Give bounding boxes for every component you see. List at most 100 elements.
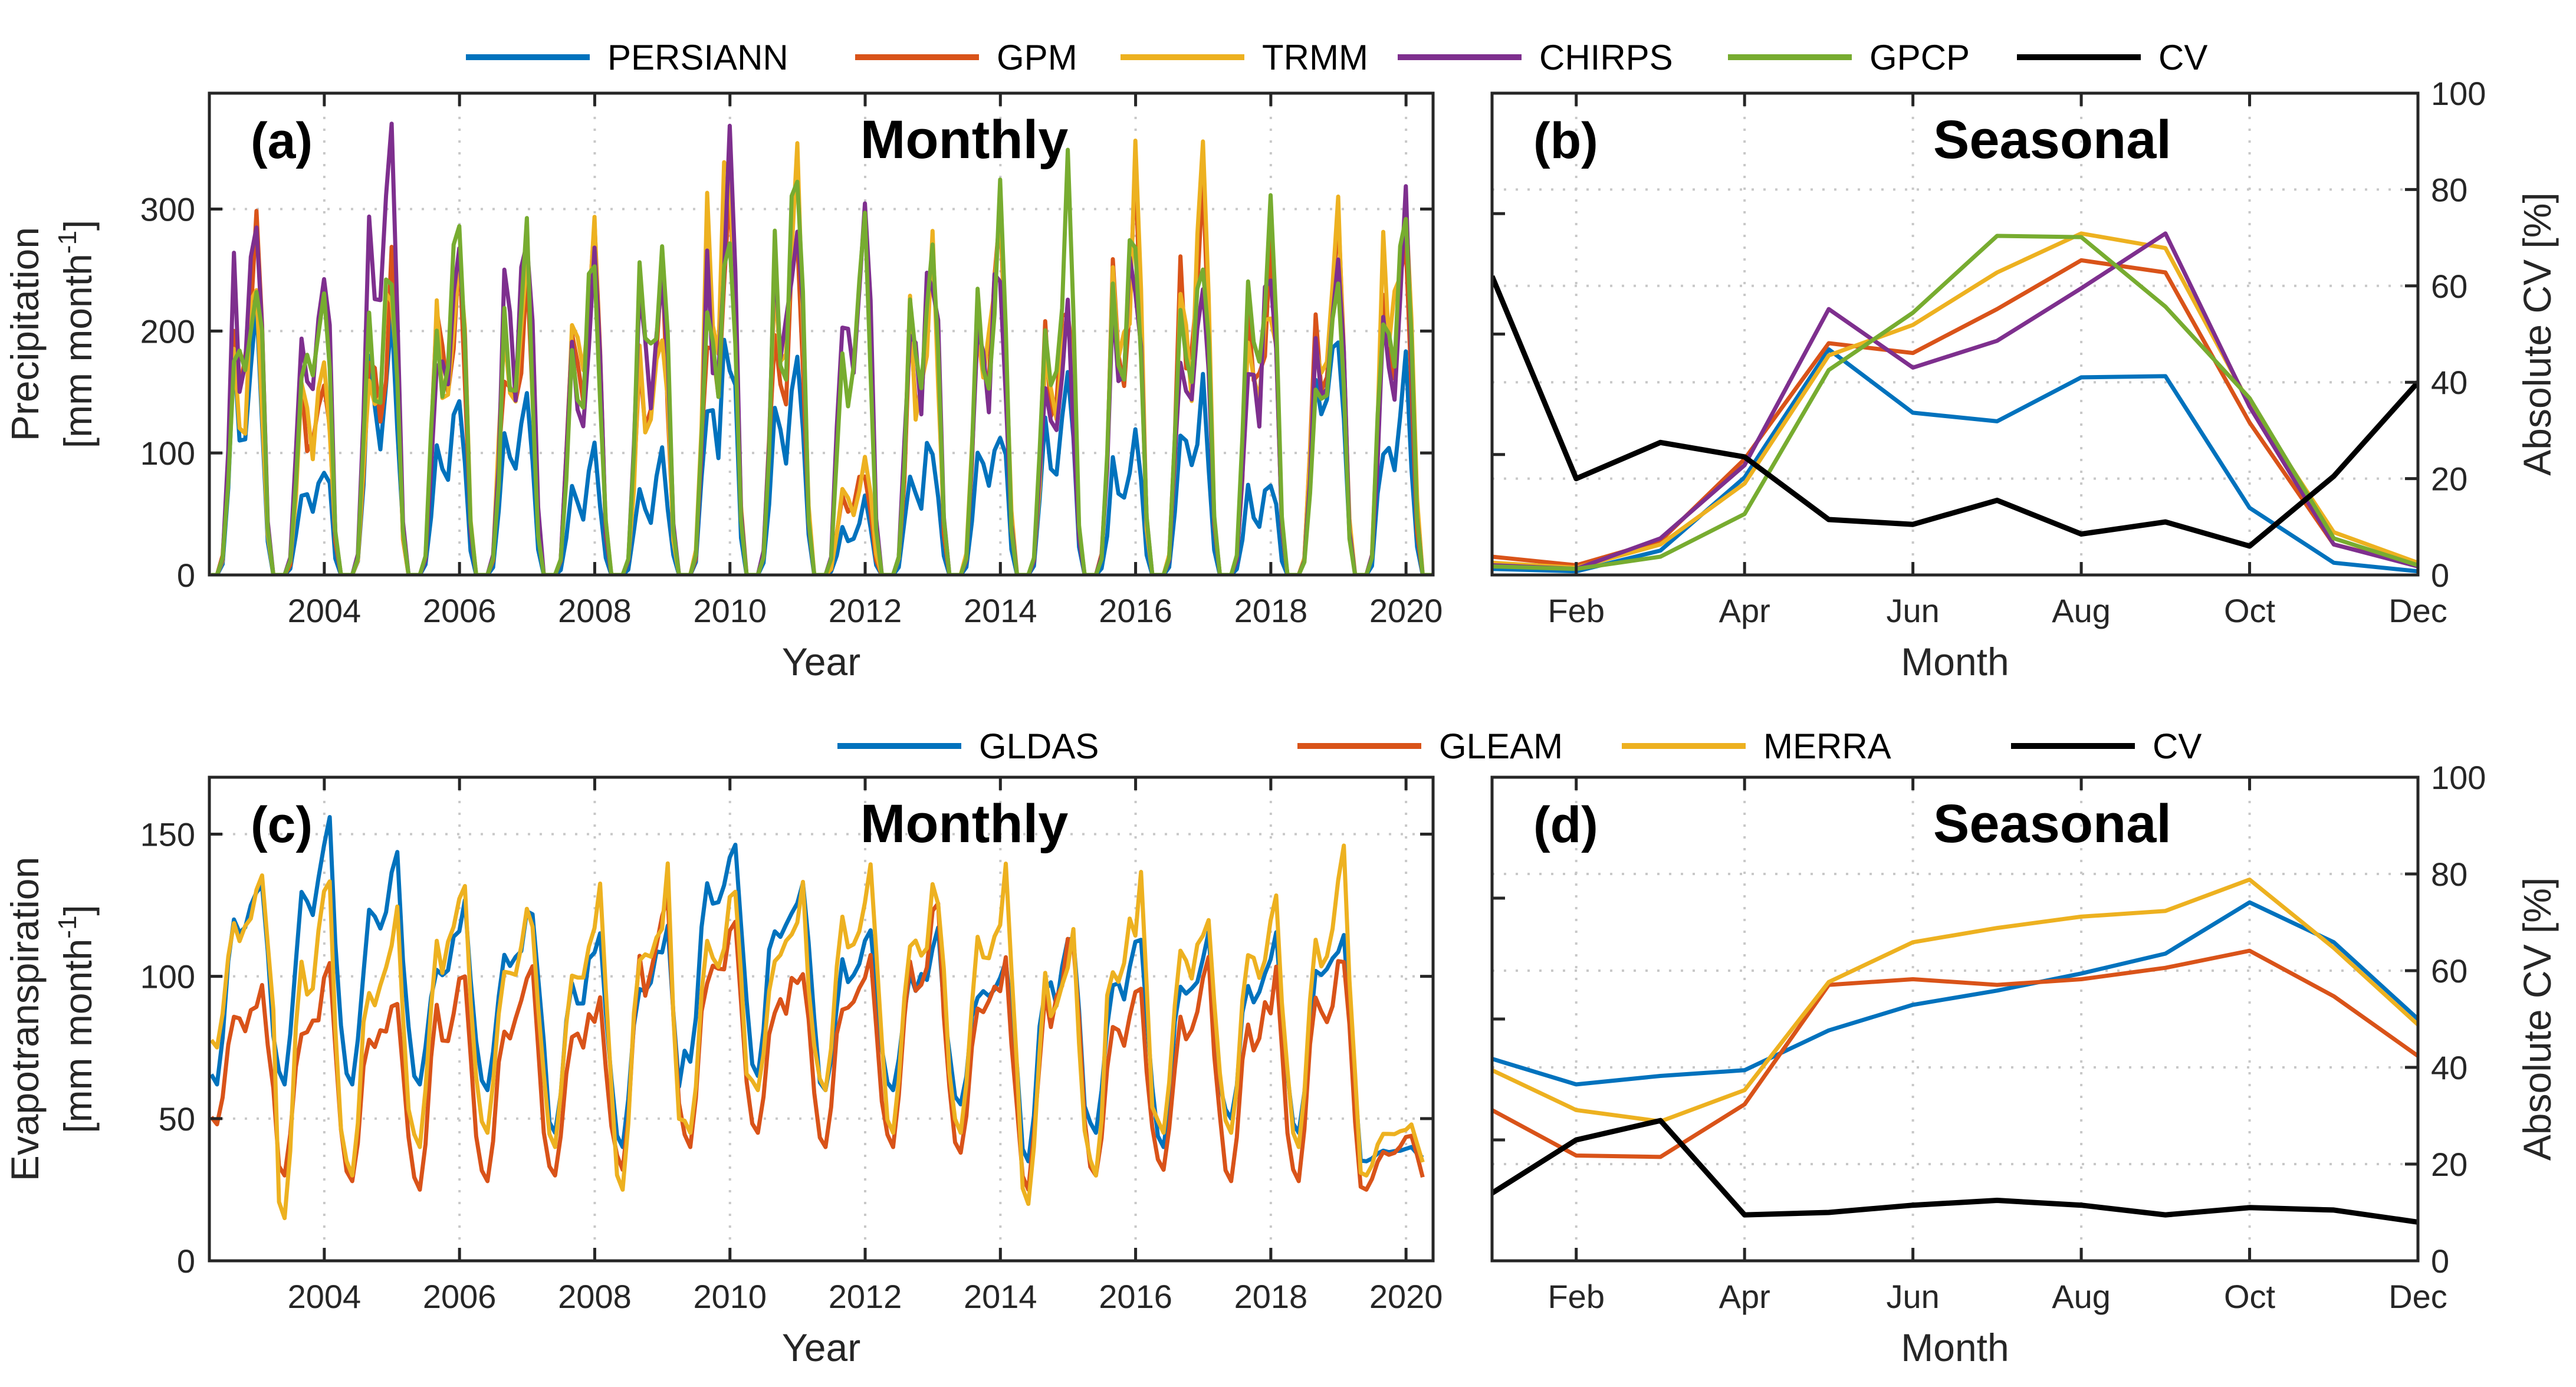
ytick-right-label-20: 20 <box>2431 1146 2467 1183</box>
legend-top: PERSIANN GPM TRMM CHIRPS GPCP CV <box>466 38 2207 77</box>
xtick-label-2006: 2006 <box>423 592 497 629</box>
panel-label: (a) <box>251 113 313 169</box>
series-line-chirps <box>1492 231 2418 571</box>
series-group <box>1492 877 2418 1225</box>
ytick-right-label-80: 80 <box>2431 856 2467 893</box>
panel-a-monthly-precipitation: 2004 2006 2008 2010 2012 2014 2016 2018 2020 Year… <box>3 91 1443 683</box>
xtick-label-2020: 2020 <box>1369 1278 1443 1315</box>
legend-label-merra: MERRA <box>1763 727 1891 766</box>
xtick-label-Jun: Jun <box>1886 1278 1939 1315</box>
legend-label-gpcp: GPCP <box>1869 38 1970 77</box>
series-line-gpcp <box>1492 234 2418 571</box>
xtick-label-Dec: Dec <box>2388 1278 2447 1315</box>
xtick-label-2018: 2018 <box>1234 1278 1308 1315</box>
panel-title: Monthly <box>860 794 1069 854</box>
legend-label-gldas: GLDAS <box>979 727 1099 766</box>
legend-label-gpm: GPM <box>997 38 1077 77</box>
xtick-label-2010: 2010 <box>693 592 767 629</box>
panel-c-monthly-evapotranspiration: 2004 2006 2008 2010 2012 2014 2016 2018 2020 Year… <box>3 775 1443 1369</box>
xtick-label-2004: 2004 <box>288 592 362 629</box>
ytick-right-label-80: 80 <box>2431 171 2467 208</box>
panel-title: Seasonal <box>1933 110 2171 170</box>
panel-title: Seasonal <box>1933 794 2171 854</box>
legend-label-chirps: CHIRPS <box>1539 38 1673 77</box>
xtick-label-2012: 2012 <box>829 592 902 629</box>
series-line-merra <box>209 843 1425 1221</box>
ytick-right-label-100: 100 <box>2431 759 2486 796</box>
panel-d-seasonal-evapotranspiration: Feb Apr Jun Aug Oct Dec Month 0 20 40 60 80 100 Absol… <box>1490 759 2559 1369</box>
panel-label: (c) <box>251 797 313 853</box>
xtick-label-Oct: Oct <box>2224 1278 2276 1315</box>
x-axis-label: Year <box>782 640 860 683</box>
series-line-gleam <box>1492 948 2418 1159</box>
ytick-right-label-0: 0 <box>2431 1243 2449 1280</box>
ytick-label-300: 300 <box>140 190 195 228</box>
xtick-label-2008: 2008 <box>558 1278 632 1315</box>
legend-label-gleam: GLEAM <box>1439 727 1563 766</box>
xtick-label-2008: 2008 <box>558 592 632 629</box>
legend-label-cv: CV <box>2153 727 2202 766</box>
y-axis-right-label: Absolute CV [%] <box>2515 192 2559 476</box>
xtick-label-2012: 2012 <box>829 1278 902 1315</box>
xtick-label-Feb: Feb <box>1547 1278 1605 1315</box>
ytick-right-label-60: 60 <box>2431 952 2467 990</box>
axes-frame <box>208 91 1435 577</box>
x-axis-label: Year <box>782 1326 860 1369</box>
y-axis-label-line2: [mm month-1] <box>53 220 100 449</box>
xtick-label-2006: 2006 <box>423 1278 497 1315</box>
series-line-gldas <box>1492 900 2418 1087</box>
series-line-gleam <box>209 895 1425 1192</box>
xtick-label-2014: 2014 <box>964 1278 1037 1315</box>
xtick-label-2010: 2010 <box>693 1278 767 1315</box>
legend-label-cv: CV <box>2158 38 2207 77</box>
y-axis-label: Precipitation [mm month-1] <box>3 220 100 449</box>
xtick-label-Aug: Aug <box>2052 1278 2111 1315</box>
y-axis-right-label: Absolute CV [%] <box>2515 877 2559 1161</box>
x-axis-label: Month <box>1901 1326 2009 1369</box>
xtick-label-Aug: Aug <box>2052 592 2111 629</box>
ytick-right-label-40: 40 <box>2431 364 2467 401</box>
ytick-label-0: 0 <box>177 557 195 594</box>
series-group <box>211 121 1433 575</box>
xtick-label-2004: 2004 <box>288 1278 362 1315</box>
xtick-label-2020: 2020 <box>1369 592 1443 629</box>
series-line-gpcp <box>211 147 1433 575</box>
legend-label-persiann: PERSIANN <box>607 38 788 77</box>
series-line-persiann <box>1492 347 2418 574</box>
y-axis-label-line1: Evapotranspiration <box>3 857 47 1181</box>
series-group <box>209 815 1425 1221</box>
xtick-label-2014: 2014 <box>964 592 1037 629</box>
y-axis-label-line1: Precipitation <box>3 227 47 441</box>
series-line-cv <box>1492 1118 2418 1225</box>
xtick-label-2016: 2016 <box>1099 1278 1172 1315</box>
ytick-label-100: 100 <box>140 435 195 472</box>
legend-bottom: GLDAS GLEAM MERRA CV <box>837 727 2202 766</box>
y-axis-label: Evapotranspiration [mm month-1] <box>3 857 100 1181</box>
ytick-label-0: 0 <box>177 1243 195 1280</box>
ytick-right-label-100: 100 <box>2431 75 2486 112</box>
ytick-label-100: 100 <box>140 958 195 995</box>
ytick-right-label-40: 40 <box>2431 1049 2467 1086</box>
ytick-label-150: 150 <box>140 816 195 853</box>
series-line-trmm <box>1492 231 2418 570</box>
xtick-label-Apr: Apr <box>1719 1278 1770 1315</box>
panel-b-seasonal-precipitation: Feb Apr Jun Aug Oct Dec Month 0 20 40 60 80 100 Absol… <box>1490 75 2559 683</box>
series-line-merra <box>1492 877 2418 1124</box>
xtick-label-Feb: Feb <box>1547 592 1605 629</box>
series-line-persiann <box>211 301 1433 575</box>
xtick-label-Jun: Jun <box>1886 592 1939 629</box>
series-group <box>1492 231 2418 574</box>
legend-label-trmm: TRMM <box>1262 38 1368 77</box>
ytick-right-label-60: 60 <box>2431 268 2467 305</box>
xtick-label-2016: 2016 <box>1099 592 1172 629</box>
series-line-cv <box>1492 275 2418 549</box>
ytick-right-label-0: 0 <box>2431 557 2449 594</box>
panel-label: (b) <box>1533 113 1598 169</box>
xtick-label-2018: 2018 <box>1234 592 1308 629</box>
ytick-label-50: 50 <box>159 1100 195 1138</box>
xtick-label-Oct: Oct <box>2224 592 2276 629</box>
xtick-label-Dec: Dec <box>2388 592 2447 629</box>
x-axis-label: Month <box>1901 640 2009 683</box>
xtick-label-Apr: Apr <box>1719 592 1770 629</box>
